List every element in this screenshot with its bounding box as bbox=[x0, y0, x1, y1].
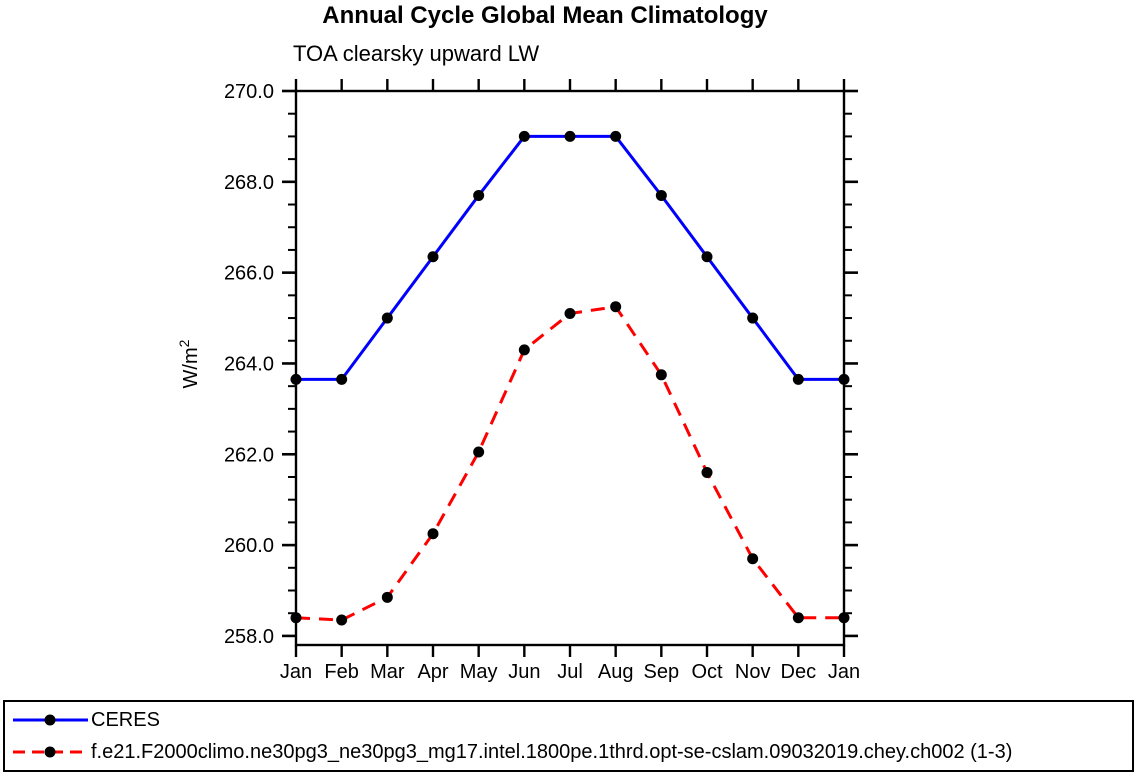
data-point-marker bbox=[336, 373, 348, 385]
x-tick-label: Aug bbox=[598, 661, 634, 683]
legend-solid-line-icon bbox=[13, 714, 88, 726]
x-tick-label: Mar bbox=[370, 661, 405, 683]
data-point-marker bbox=[564, 130, 576, 142]
x-tick-label: Nov bbox=[735, 661, 771, 683]
x-tick-label: Jan bbox=[280, 661, 312, 683]
legend-marker-dot-icon bbox=[44, 746, 56, 758]
x-tick-label: May bbox=[460, 661, 498, 683]
legend-item-model: f.e21.F2000climo.ne30pg3_ne30pg3_mg17.in… bbox=[10, 737, 1132, 768]
y-axis-title: W/m2 bbox=[176, 339, 202, 388]
x-tick-label: Jun bbox=[508, 661, 540, 683]
x-tick-label: Apr bbox=[417, 661, 448, 683]
y-tick-label: 262.0 bbox=[224, 444, 274, 466]
y-tick-label: 258.0 bbox=[224, 626, 274, 648]
legend-item-ceres: CERES bbox=[10, 705, 1132, 736]
x-tick-label: Dec bbox=[781, 661, 817, 683]
data-point-marker bbox=[747, 553, 759, 565]
data-point-marker bbox=[518, 130, 530, 142]
data-point-marker bbox=[655, 189, 667, 201]
data-point-marker bbox=[701, 251, 713, 263]
data-point-marker bbox=[792, 373, 804, 385]
legend-label-ceres: CERES bbox=[91, 708, 160, 731]
data-point-marker bbox=[290, 373, 302, 385]
legend-box: CERES f.e21.F2000climo.ne30pg3_ne30pg3_m… bbox=[3, 700, 1134, 772]
data-point-marker bbox=[701, 466, 713, 478]
data-point-marker bbox=[564, 308, 576, 320]
data-point-marker bbox=[290, 612, 302, 624]
data-point-marker bbox=[518, 344, 530, 356]
data-point-marker bbox=[610, 130, 622, 142]
data-point-marker bbox=[838, 612, 850, 624]
y-tick-label: 264.0 bbox=[224, 353, 274, 375]
plot-frame bbox=[294, 89, 846, 647]
data-point-marker bbox=[336, 614, 348, 626]
data-point-marker bbox=[610, 301, 622, 313]
data-point-marker bbox=[473, 189, 485, 201]
legend-marker-dot-icon bbox=[44, 714, 56, 726]
data-point-marker bbox=[473, 446, 485, 458]
data-point-marker bbox=[655, 369, 667, 381]
y-tick-label: 268.0 bbox=[224, 172, 274, 194]
x-tick-label: Jan bbox=[828, 661, 860, 683]
y-tick-label: 270.0 bbox=[224, 81, 274, 103]
series-line-dashed bbox=[295, 305, 844, 622]
data-point-marker bbox=[838, 373, 850, 385]
data-point-marker bbox=[792, 612, 804, 624]
x-tick-label: Feb bbox=[324, 661, 358, 683]
data-point-marker bbox=[427, 528, 439, 540]
x-tick-label: Sep bbox=[644, 661, 680, 683]
x-tick-label: Oct bbox=[691, 661, 723, 683]
y-tick-label: 266.0 bbox=[224, 263, 274, 285]
data-point-marker bbox=[381, 312, 393, 324]
y-tick-label: 260.0 bbox=[224, 535, 274, 557]
data-point-marker bbox=[747, 312, 759, 324]
chart-title: Annual Cycle Global Mean Climatology bbox=[322, 2, 768, 29]
chart-subtitle: TOA clearsky upward LW bbox=[293, 41, 540, 66]
x-tick-label: Jul bbox=[557, 661, 583, 683]
data-point-marker bbox=[427, 251, 439, 263]
legend-dashed-line-icon bbox=[13, 746, 88, 758]
series-line-solid bbox=[296, 134, 844, 381]
data-point-marker bbox=[381, 591, 393, 603]
legend-label-model: f.e21.F2000climo.ne30pg3_ne30pg3_mg17.in… bbox=[91, 740, 1013, 763]
